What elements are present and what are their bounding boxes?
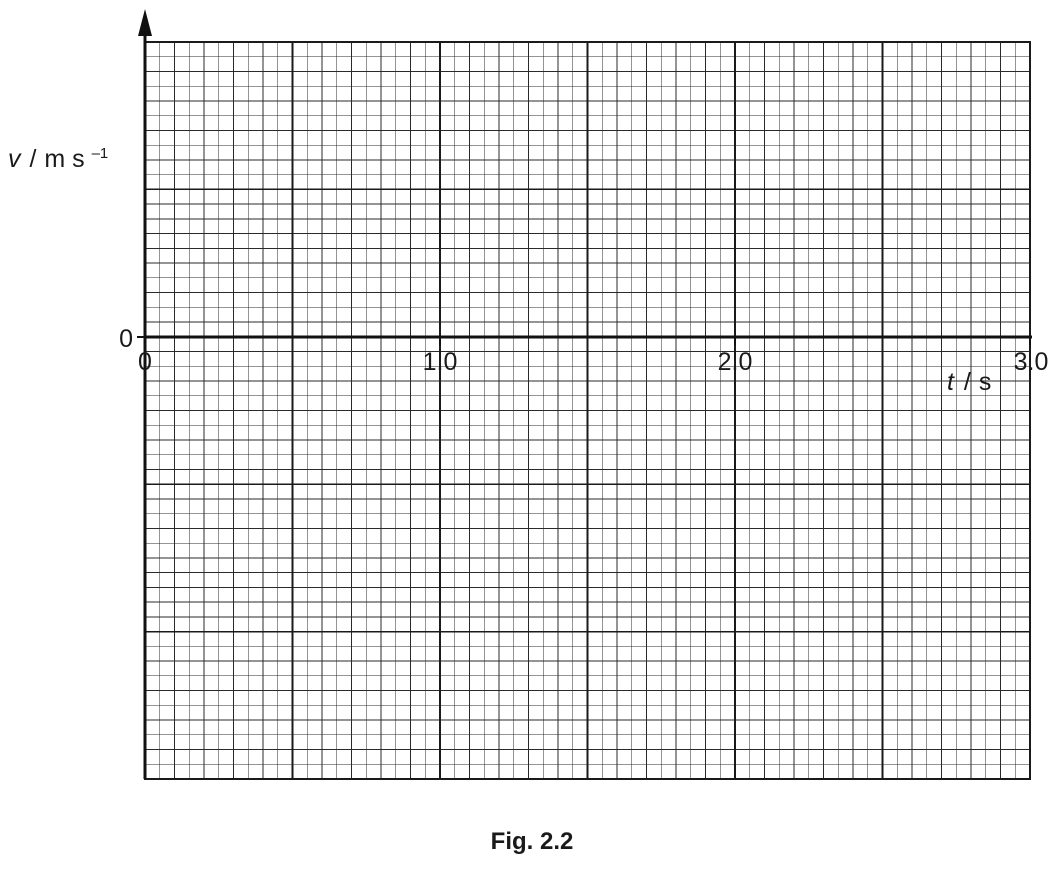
- y-axis-unit: m s: [44, 145, 84, 173]
- x-tick-label: 2.0: [718, 348, 753, 376]
- x-tick-label: 0: [138, 348, 152, 376]
- axes: [138, 9, 1032, 779]
- x-axis-unit: s: [979, 368, 992, 396]
- figure-caption: Fig. 2.2: [490, 828, 574, 855]
- y-zero-label: 0: [119, 325, 133, 353]
- x-tick-label: 3.0: [1014, 348, 1049, 376]
- y-axis-label: v / m s –1: [8, 145, 108, 173]
- x-axis-variable: t: [947, 368, 955, 396]
- y-axis-variable: v: [8, 145, 22, 173]
- axis-ticks: 0 1.0 2.0 3.0: [137, 336, 1049, 376]
- y-axis-arrowhead: [138, 9, 152, 36]
- y-axis-unit-exponent: –1: [92, 145, 109, 162]
- x-tick-label: 1.0: [423, 348, 458, 376]
- x-axis-label: t / s: [947, 368, 991, 396]
